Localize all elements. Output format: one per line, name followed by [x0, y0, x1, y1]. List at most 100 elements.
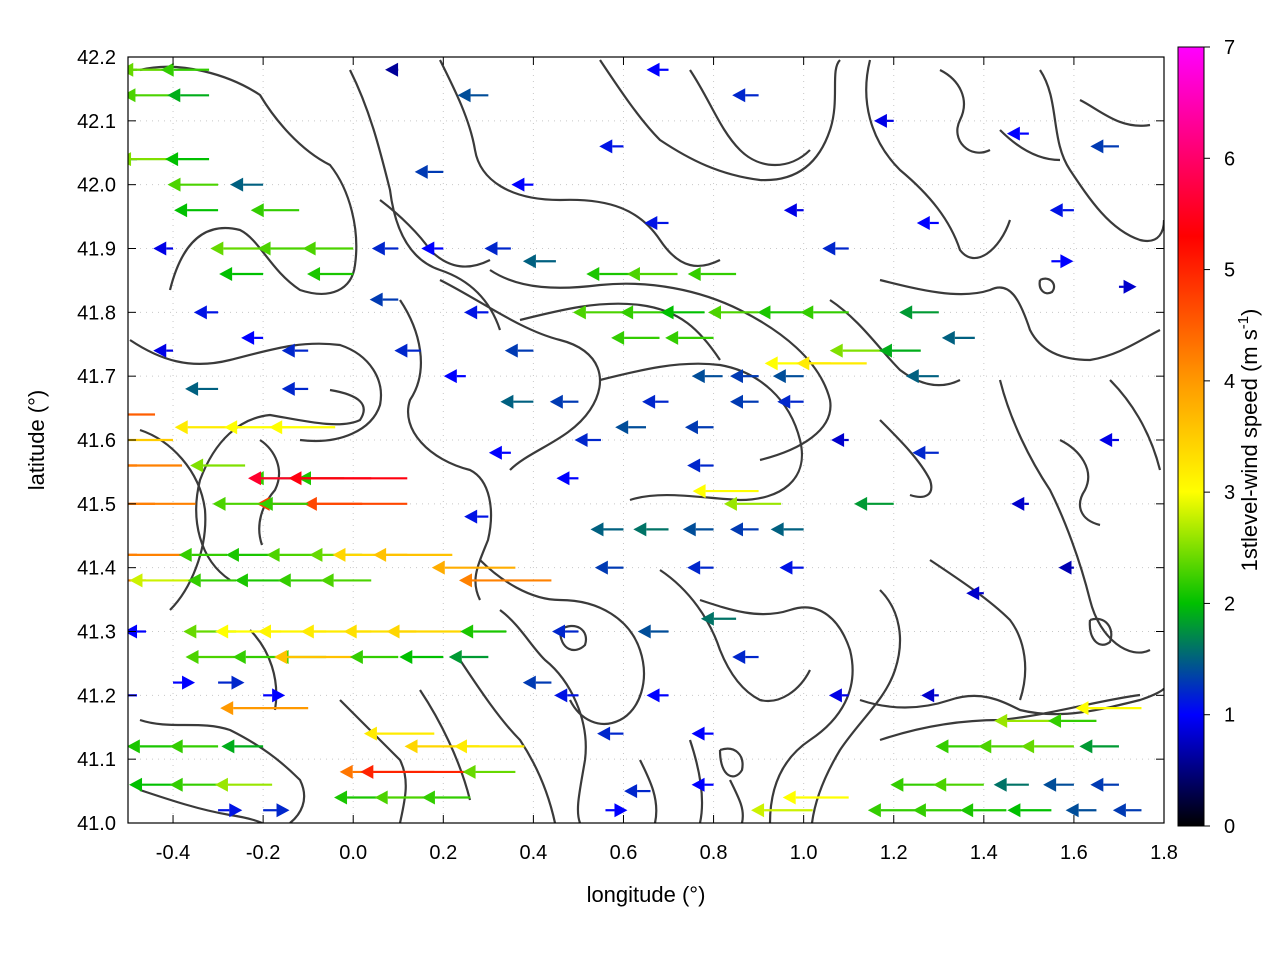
- y-tick-label: 41.2: [77, 685, 116, 707]
- wind-vector: [912, 445, 939, 460]
- wind-vector-head: [1112, 803, 1126, 818]
- wind-vector: [916, 215, 939, 230]
- wind-vector: [173, 675, 196, 690]
- wind-vector-head: [386, 624, 400, 639]
- y-tick-label: 42.1: [77, 111, 116, 133]
- wind-vector-head: [682, 522, 696, 537]
- wind-vector-head: [448, 650, 462, 665]
- wind-vector-head: [665, 330, 679, 345]
- wind-vector-head: [219, 267, 233, 282]
- wind-vector-head: [611, 330, 625, 345]
- wind-vector: [732, 88, 759, 103]
- wind-vector: [723, 496, 782, 511]
- wind-vector: [692, 484, 759, 499]
- wind-vector-head: [457, 88, 471, 103]
- wind-vector-head: [642, 394, 656, 409]
- wind-vector-head: [224, 420, 238, 435]
- wind-vector: [556, 471, 579, 486]
- wind-vector-head: [399, 650, 413, 665]
- wind-vector: [443, 369, 466, 384]
- wind-vector: [128, 438, 174, 442]
- wind-vector: [174, 203, 219, 218]
- wind-vector: [193, 305, 219, 320]
- wind-vector-head: [90, 459, 103, 473]
- wind-vector: [460, 624, 507, 639]
- wind-vector: [772, 369, 804, 384]
- wind-vector-head: [303, 496, 317, 511]
- wind-vector: [187, 573, 237, 588]
- wind-vector-head: [257, 624, 271, 639]
- wind-vector-head: [522, 254, 536, 269]
- wind-vector-head: [169, 739, 183, 754]
- wind-vector-head: [104, 152, 117, 166]
- wind-vector: [829, 343, 885, 358]
- wind-vector: [684, 420, 714, 435]
- wind-vector-head: [691, 369, 705, 384]
- wind-vector: [185, 650, 237, 665]
- wind-vector-head: [504, 343, 518, 358]
- wind-vector: [277, 573, 327, 588]
- wind-vector-head: [215, 624, 229, 639]
- wind-vector-head: [829, 343, 843, 358]
- wind-vector-head: [349, 650, 363, 665]
- wind-vector-head: [128, 739, 140, 754]
- wind-vector-head: [1006, 126, 1020, 141]
- wind-vector-head: [899, 305, 913, 320]
- wind-vector-head: [890, 777, 904, 792]
- y-tick-label: 41.5: [77, 494, 116, 516]
- wind-vector: [687, 267, 737, 282]
- x-tick-label: 1.0: [790, 842, 818, 864]
- wind-vector: [128, 88, 174, 103]
- wind-vector-head: [1099, 433, 1113, 447]
- wind-vector: [599, 139, 624, 154]
- colorbar: [1177, 46, 1205, 827]
- wind-vector-head: [757, 305, 771, 320]
- colorbar-tick-label: 5: [1224, 260, 1235, 282]
- wind-vector-head: [1075, 701, 1089, 716]
- wind-vector-head: [229, 803, 243, 818]
- wind-vector: [414, 164, 444, 179]
- wind-vector-head: [723, 496, 737, 511]
- wind-vector-head: [620, 305, 634, 320]
- wind-vector: [637, 624, 669, 639]
- wind-vector-head: [574, 433, 588, 447]
- wind-vector-head: [916, 215, 930, 230]
- wind-vector-head: [822, 241, 836, 256]
- wind-vector-head: [594, 560, 608, 575]
- wind-vector: [642, 394, 669, 409]
- wind-vector: [594, 560, 624, 575]
- wind-vector-head: [212, 496, 226, 511]
- x-tick-label: 0.8: [700, 842, 728, 864]
- wind-vector-head: [339, 764, 353, 779]
- wind-vector-head: [234, 573, 248, 588]
- wind-vector-head: [174, 420, 188, 435]
- wind-vector: [250, 203, 300, 218]
- wind-vector: [167, 88, 210, 103]
- wind-vector: [682, 522, 714, 537]
- wind-vector-head: [552, 624, 566, 639]
- wind-vector: [214, 777, 273, 792]
- wind-vector-head: [772, 369, 786, 384]
- wind-vector-head: [421, 241, 435, 256]
- wind-vector-head: [599, 139, 613, 154]
- wind-vector-head: [687, 458, 701, 473]
- wind-vector-head: [782, 790, 796, 805]
- wind-vector: [349, 650, 399, 665]
- wind-vector-head: [54, 497, 67, 511]
- wind-vector-head: [556, 471, 570, 486]
- wind-vector-head: [320, 573, 334, 588]
- wind-vector: [232, 650, 282, 665]
- wind-vector: [274, 650, 354, 665]
- wind-vector-head: [764, 356, 778, 371]
- wind-vector: [933, 777, 984, 792]
- wind-vector: [878, 343, 921, 358]
- wind-vector-head: [549, 394, 563, 409]
- wind-vector-head: [363, 726, 377, 741]
- wind-vector-head: [250, 203, 264, 218]
- wind-vector: [307, 267, 354, 282]
- wind-vector-head: [1090, 777, 1104, 792]
- wind-vector-head: [369, 292, 383, 307]
- wind-vector: [867, 803, 917, 818]
- wind-vector: [633, 522, 669, 537]
- wind-vector-head: [800, 305, 814, 320]
